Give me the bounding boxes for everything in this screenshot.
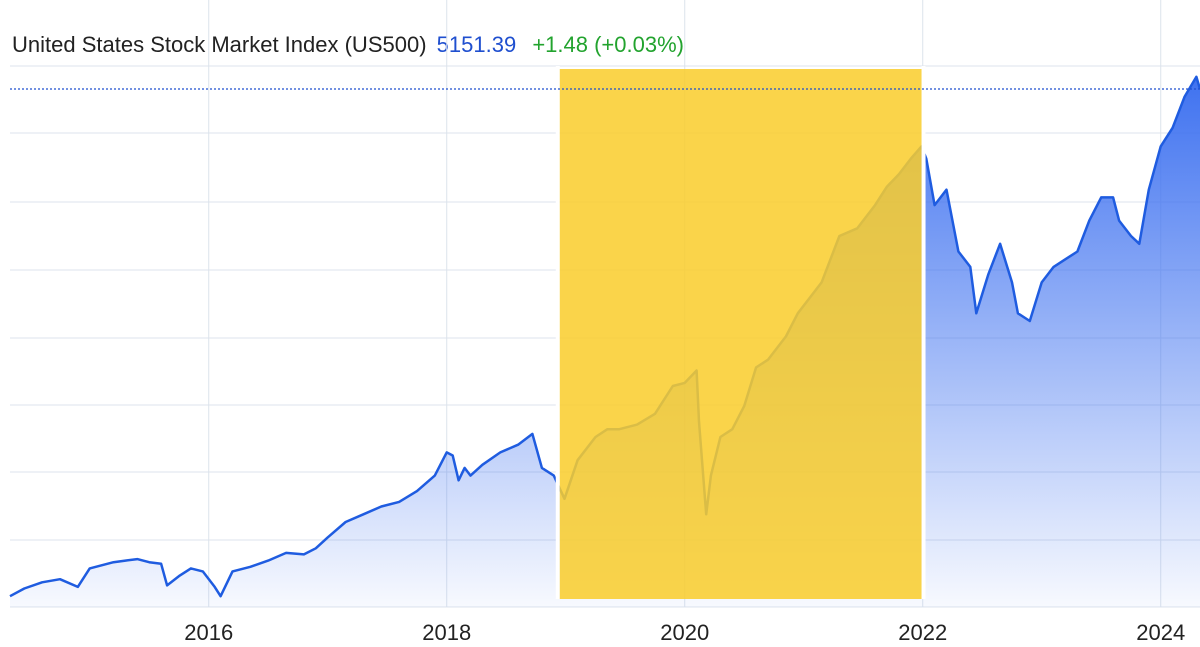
x-tick-label: 2016 <box>184 620 233 645</box>
x-tick-label: 2024 <box>1136 620 1185 645</box>
x-axis-ticks: 2016 2018 2020 2022 2024 <box>184 620 1185 645</box>
price-change: +1.48 (+0.03%) <box>532 32 684 57</box>
highlight-span <box>559 69 922 599</box>
chart-header: United States Stock Market Index (US500)… <box>12 30 684 60</box>
highlight-span-layer <box>555 66 926 599</box>
chart-title: United States Stock Market Index (US500) <box>12 32 427 57</box>
x-tick-label: 2020 <box>660 620 709 645</box>
highlight-edge-left <box>555 66 560 599</box>
x-tick-label: 2022 <box>898 620 947 645</box>
highlight-edge-right <box>921 66 926 599</box>
x-tick-label: 2018 <box>422 620 471 645</box>
current-price: 5151.39 <box>436 32 517 57</box>
